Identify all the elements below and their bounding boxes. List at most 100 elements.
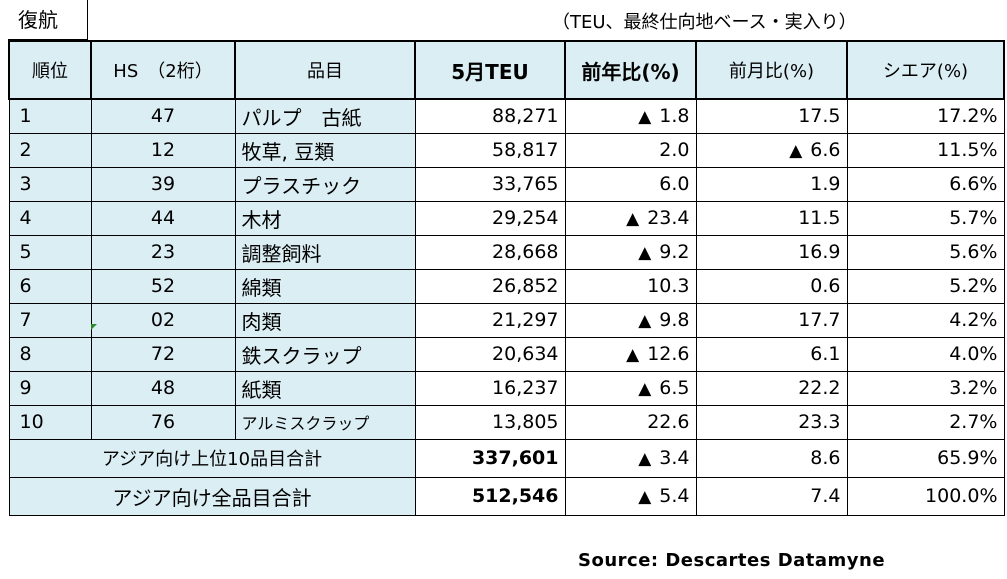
teu-cell: 16,237 xyxy=(414,370,566,406)
table-title: 復航 xyxy=(8,0,88,40)
teu-cell: 29,254 xyxy=(414,200,566,236)
rank-cell: 2 xyxy=(8,132,92,168)
yoy-value: 12.6 xyxy=(647,343,690,365)
total-label: アジア向け全品目合計 xyxy=(8,476,416,516)
yoy-value: 22.6 xyxy=(647,411,690,433)
table-row: 4 44 木材 29,254 ▲ 23.4 11.5 5.7% xyxy=(8,200,1005,236)
mom-value: 17.5 xyxy=(798,105,841,128)
rank-cell: 7 xyxy=(8,302,92,338)
yoy-cell: ▲ 23.4 xyxy=(564,200,697,236)
mom-cell: 17.5 xyxy=(695,98,848,134)
hs-cell: 76 xyxy=(90,404,236,440)
item-cell: 綿類 xyxy=(234,268,416,304)
share-cell: 5.6% xyxy=(846,234,1005,270)
teu-cell: 28,668 xyxy=(414,234,566,270)
mom-cell: 1.9 xyxy=(695,166,848,202)
share-cell: 4.2% xyxy=(846,302,1005,338)
hs-cell: 12 xyxy=(90,132,236,168)
item-cell: 鉄スクラップ xyxy=(234,336,416,372)
share-cell: 3.2% xyxy=(846,370,1005,406)
decline-marker: ▲ xyxy=(638,107,652,128)
yoy-value: 6.5 xyxy=(659,377,690,399)
table-row: 2 12 牧草, 豆類 58,817 2.0 ▲ 6.6 11.5% xyxy=(8,132,1005,168)
table-row: 7 02 肉類 21,297 ▲ 9.8 17.7 4.2% xyxy=(8,302,1005,338)
teu-cell: 20,634 xyxy=(414,336,566,372)
yoy-cell: ▲ 6.5 xyxy=(564,370,697,406)
decline-marker: ▲ xyxy=(638,243,652,263)
total-label: アジア向け上位10品目合計 xyxy=(8,438,416,478)
yoy-value: 9.8 xyxy=(659,309,690,331)
header-item: 品目 xyxy=(234,40,416,100)
hs-cell: 47 xyxy=(90,98,236,134)
mom-cell: 17.7 xyxy=(695,302,848,338)
table-row: 8 72 鉄スクラップ 20,634 ▲ 12.6 6.1 4.0% xyxy=(8,336,1005,372)
hs-cell: 44 xyxy=(90,200,236,236)
total-yoy: ▲ 5.4 xyxy=(564,476,697,516)
rank-cell: 8 xyxy=(8,336,92,372)
total-row-all: アジア向け全品目合計 512,546 ▲ 5.4 7.4 100.0% xyxy=(8,476,1005,516)
total-row-top10: アジア向け上位10品目合計 337,601 ▲ 3.4 8.6 65.9% xyxy=(8,438,1005,478)
mom-value: 16.9 xyxy=(798,241,841,263)
yoy-cell: 6.0 xyxy=(564,166,697,202)
rank-cell: 10 xyxy=(8,404,92,440)
header-yoy: 前年比(%) xyxy=(564,40,697,100)
header-share: シエア(%) xyxy=(846,40,1005,100)
total-mom: 7.4 xyxy=(695,476,848,516)
yoy-cell: ▲ 9.8 xyxy=(564,302,697,338)
yoy-value: 9.2 xyxy=(659,241,690,263)
share-cell: 4.0% xyxy=(846,336,1005,372)
decline-marker: ▲ xyxy=(638,379,652,399)
item-cell: アルミスクラップ xyxy=(234,404,416,440)
yoy-cell: ▲ 9.2 xyxy=(564,234,697,270)
teu-cell: 88,271 xyxy=(414,98,566,134)
yoy-value: 2.0 xyxy=(659,139,690,161)
teu-cell: 21,297 xyxy=(414,302,566,338)
mom-cell: 11.5 xyxy=(695,200,848,236)
decline-marker: ▲ xyxy=(789,141,803,161)
yoy-value: 1.8 xyxy=(659,105,690,128)
yoy-cell: 2.0 xyxy=(564,132,697,168)
ranking-table: 順位 HS （2桁） 品目 5月TEU 前年比(%) 前月比(%) シエア(%)… xyxy=(8,40,1005,516)
teu-cell: 26,852 xyxy=(414,268,566,304)
mom-value: 11.5 xyxy=(798,207,841,229)
total-teu: 337,601 xyxy=(414,438,566,478)
item-cell: 木材 xyxy=(234,200,416,236)
hs-cell: 72 xyxy=(90,336,236,372)
rank-cell: 5 xyxy=(8,234,92,270)
mom-cell: 6.1 xyxy=(695,336,848,372)
mom-value: 1.9 xyxy=(810,173,841,195)
rank-cell: 6 xyxy=(8,268,92,304)
table-row: 9 48 紙類 16,237 ▲ 6.5 22.2 3.2% xyxy=(8,370,1005,406)
mom-cell: 16.9 xyxy=(695,234,848,270)
yoy-cell: 10.3 xyxy=(564,268,697,304)
item-cell: プラスチック xyxy=(234,166,416,202)
yoy-cell: ▲ 12.6 xyxy=(564,336,697,372)
table-row: 6 52 綿類 26,852 10.3 0.6 5.2% xyxy=(8,268,1005,304)
rank-cell: 4 xyxy=(8,200,92,236)
decline-marker: ▲ xyxy=(626,209,640,229)
table-row: 1 47 パルプ 古紙 88,271 ▲ 1.8 17.5 17.2% xyxy=(8,98,1005,134)
total-share: 65.9% xyxy=(846,438,1005,478)
decline-marker: ▲ xyxy=(638,311,652,331)
decline-marker: ▲ xyxy=(626,345,640,365)
item-cell: 牧草, 豆類 xyxy=(234,132,416,168)
teu-cell: 33,765 xyxy=(414,166,566,202)
yoy-value: 23.4 xyxy=(647,207,690,229)
total-share: 100.0% xyxy=(846,476,1005,516)
decline-marker: ▲ xyxy=(638,487,652,507)
share-cell: 11.5% xyxy=(846,132,1005,168)
mom-value: 22.2 xyxy=(798,377,841,399)
rank-cell: 1 xyxy=(8,98,92,134)
header-teu: 5月TEU xyxy=(414,40,566,100)
total-mom: 8.6 xyxy=(695,438,848,478)
mom-value: 0.6 xyxy=(810,275,841,297)
share-cell: 5.7% xyxy=(846,200,1005,236)
item-cell: 紙類 xyxy=(234,370,416,406)
table-row: 3 39 プラスチック 33,765 6.0 1.9 6.6% xyxy=(8,166,1005,202)
item-cell: 肉類 xyxy=(234,302,416,338)
unit-note: （TEU、最終仕向地ベース・実入り） xyxy=(552,12,857,33)
table-row: 10 76 アルミスクラップ 13,805 22.6 23.3 2.7% xyxy=(8,404,1005,440)
share-cell: 6.6% xyxy=(846,166,1005,202)
mom-value: 23.3 xyxy=(798,411,841,433)
mom-cell: 0.6 xyxy=(695,268,848,304)
